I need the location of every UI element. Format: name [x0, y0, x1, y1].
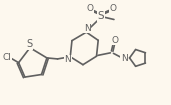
Text: O: O [86, 4, 93, 13]
Text: N: N [84, 24, 91, 33]
Text: S: S [26, 39, 32, 49]
Text: N: N [64, 55, 71, 64]
Text: Cl: Cl [2, 53, 11, 62]
Text: N: N [121, 54, 128, 63]
Text: O: O [111, 36, 118, 45]
Text: O: O [109, 4, 116, 13]
Text: S: S [98, 11, 104, 21]
